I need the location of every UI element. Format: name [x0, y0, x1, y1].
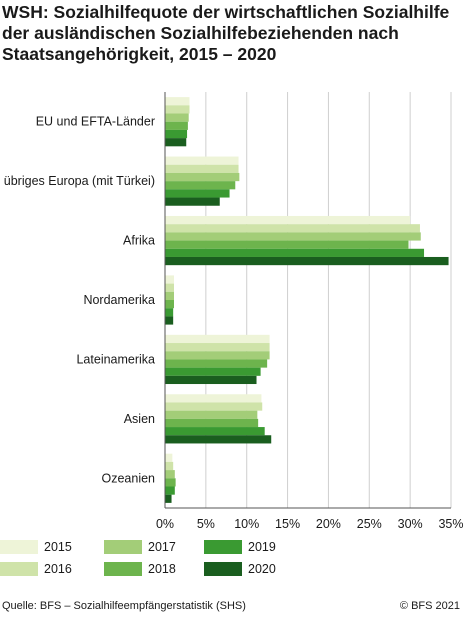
x-axis: 0% 5% 10% 15% 20% 25% 30% 35%	[156, 507, 464, 531]
bar	[165, 248, 425, 257]
bar	[165, 172, 240, 182]
y-tick-label: EU und EFTA-Länder	[36, 115, 155, 129]
bars	[165, 97, 449, 503]
legend-label: 2020	[248, 562, 276, 576]
bar	[165, 275, 174, 284]
bar	[165, 129, 188, 139]
bar	[165, 113, 189, 122]
bar	[165, 453, 173, 462]
x-tick-label: 15%	[275, 517, 300, 531]
bar	[165, 224, 420, 233]
bar	[165, 215, 411, 225]
legend-swatch	[104, 562, 142, 576]
bar	[165, 300, 174, 309]
x-tick-label: 30%	[398, 517, 423, 531]
y-tick-label: Lateinamerika	[76, 352, 155, 366]
legend-swatch	[204, 540, 242, 554]
bar	[165, 410, 258, 419]
bar	[165, 486, 175, 495]
x-tick-label: 20%	[316, 517, 341, 531]
x-tick-label: 10%	[234, 517, 259, 531]
bar	[165, 121, 188, 130]
bar	[165, 418, 259, 428]
x-tick-label: 25%	[357, 517, 382, 531]
bar	[165, 343, 270, 352]
bar	[165, 197, 220, 206]
legend: 2015 2016 2017 2018 2019 2020	[0, 540, 464, 580]
bar	[165, 164, 239, 173]
bar	[165, 351, 270, 360]
legend-swatch	[104, 540, 142, 554]
y-tick-label: übriges Europa (mit Türkei)	[4, 174, 155, 188]
bar	[165, 316, 174, 325]
bar	[165, 256, 449, 266]
bar	[165, 427, 265, 436]
bar	[165, 291, 174, 300]
bar	[165, 105, 190, 114]
x-tick-label: 0%	[156, 517, 174, 531]
y-tick-label: Asien	[124, 412, 155, 426]
bar	[165, 367, 261, 376]
footer: Quelle: BFS – Sozialhilfeempfängerstatis…	[0, 598, 464, 616]
legend-swatch	[204, 562, 242, 576]
x-tick-label: 5%	[197, 517, 215, 531]
bar-chart: EU und EFTA-Länder übriges Europa (mit Tü…	[4, 92, 464, 531]
bar	[165, 375, 257, 385]
bar	[165, 435, 272, 444]
bar	[165, 478, 176, 487]
legend-label: 2015	[44, 540, 72, 554]
legend-swatch	[0, 540, 38, 554]
legend-label: 2017	[148, 540, 176, 554]
bar	[165, 97, 190, 106]
legend-label: 2018	[148, 562, 176, 576]
bar	[165, 232, 421, 241]
y-tick-label: Afrika	[123, 234, 155, 248]
y-axis: EU und EFTA-Länder übriges Europa (mit Tü…	[4, 92, 166, 508]
y-tick-label: Ozeanien	[101, 471, 155, 485]
bar	[165, 283, 174, 292]
bar	[165, 494, 172, 503]
source-note: Quelle: BFS – Sozialhilfeempfängerstatis…	[2, 600, 246, 612]
bar	[165, 240, 409, 249]
bar	[165, 189, 230, 198]
bar	[165, 156, 239, 165]
y-tick-label: Nordamerika	[83, 293, 155, 307]
chart-title: WSH: Sozialhilfequote der wirtschaftlich…	[2, 2, 450, 64]
bar	[165, 470, 175, 479]
bar	[165, 461, 174, 471]
bar	[165, 359, 268, 368]
legend-swatch	[0, 562, 38, 576]
x-tick-label: 35%	[438, 517, 463, 531]
bar	[165, 308, 174, 317]
copyright-note: © BFS 2021	[399, 600, 460, 612]
gridlines	[164, 92, 452, 508]
bar	[165, 138, 187, 147]
bar	[165, 402, 263, 411]
bar	[165, 334, 270, 344]
bar	[165, 394, 262, 403]
legend-label: 2016	[44, 562, 72, 576]
legend-label: 2019	[248, 540, 276, 554]
bar	[165, 181, 236, 190]
